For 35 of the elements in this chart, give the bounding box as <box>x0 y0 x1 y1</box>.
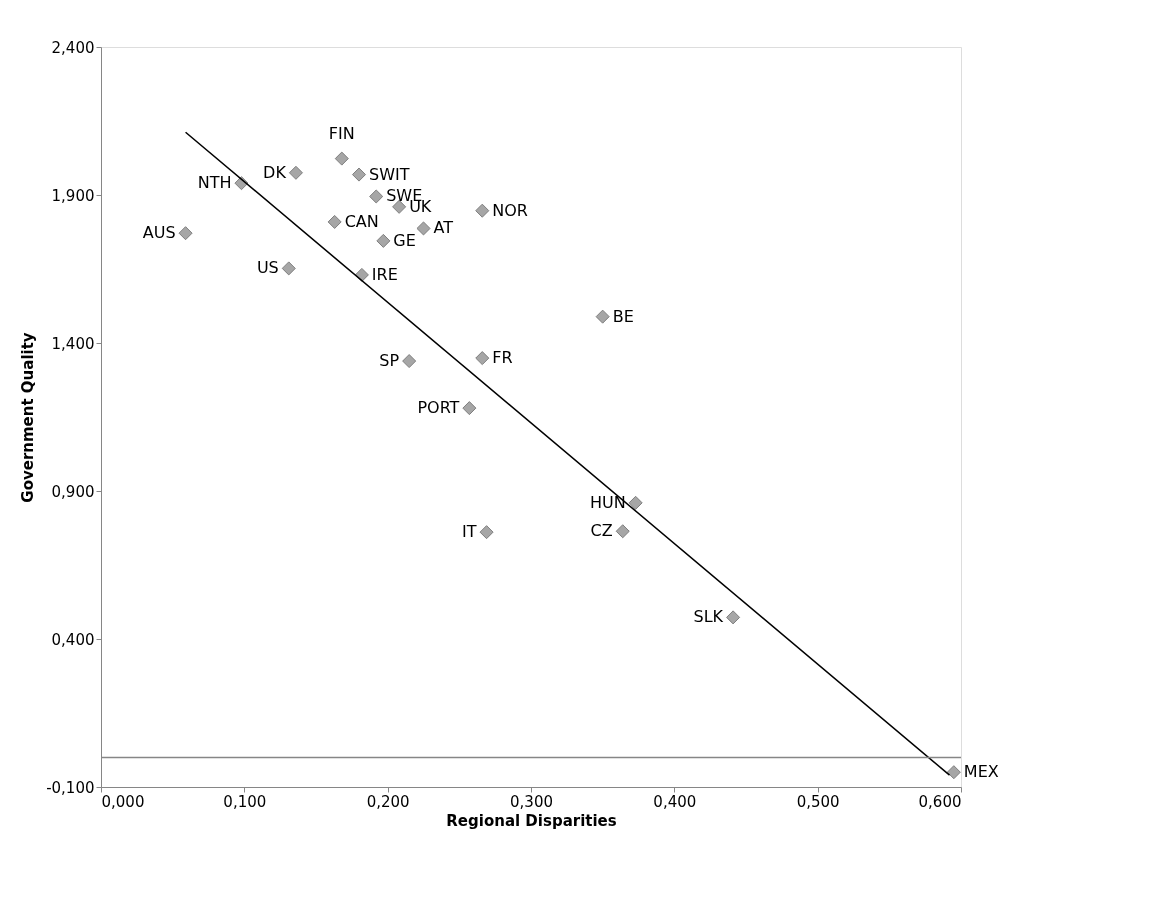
x-tick-label: 0,200 <box>366 792 410 811</box>
x-tick-label: 0,600 <box>918 792 962 811</box>
y-tick-label: 1,900 <box>51 186 95 205</box>
x-tick-label: 0,500 <box>796 792 840 811</box>
annotation: SLK <box>693 607 724 627</box>
y-tick-label: 0,400 <box>51 630 95 649</box>
annotation: HUN <box>589 492 626 512</box>
annotation: NTH <box>197 173 232 193</box>
y-tick-label: -0,100 <box>46 778 95 797</box>
x-tick-label: 0,300 <box>510 792 553 811</box>
annotation: AUS <box>142 223 176 243</box>
annotation: DK <box>263 162 287 182</box>
annotation: CAN <box>344 211 379 231</box>
y-tick-label: 2,400 <box>51 38 95 57</box>
annotation: FR <box>492 348 513 368</box>
annotation: BE <box>612 306 634 326</box>
annotation: MEX <box>963 762 999 782</box>
annotation: US <box>256 258 279 278</box>
annotation: CZ <box>590 521 613 541</box>
annotation: SWIT <box>369 164 410 184</box>
annotation: IRE <box>371 264 398 284</box>
y-axis-title: Government Quality <box>19 332 38 503</box>
x-tick-label: 0,100 <box>223 792 267 811</box>
annotation: FIN <box>328 123 355 143</box>
x-tick-label: 0,000 <box>101 792 145 811</box>
y-tick-label: 0,900 <box>51 482 95 501</box>
x-axis-title: Regional Disparities <box>446 811 617 830</box>
annotation: SP <box>379 351 400 371</box>
annotation: AT <box>433 218 454 238</box>
y-tick-label: 1,400 <box>51 334 95 353</box>
annotation: IT <box>462 522 477 542</box>
annotation: PORT <box>417 398 460 418</box>
x-tick-label: 0,400 <box>653 792 697 811</box>
annotation: GE <box>393 230 416 250</box>
annotation: NOR <box>492 200 528 220</box>
